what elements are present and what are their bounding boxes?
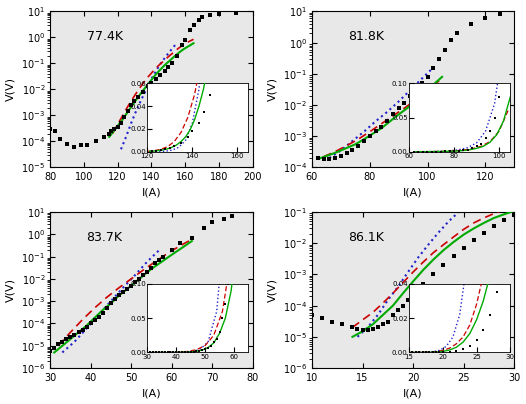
Text: 81.8K: 81.8K	[348, 30, 385, 43]
Y-axis label: V(V): V(V)	[267, 278, 277, 302]
Text: 86.1K: 86.1K	[348, 231, 385, 244]
Y-axis label: V(V): V(V)	[6, 78, 16, 101]
X-axis label: I(A): I(A)	[141, 388, 161, 398]
Y-axis label: V(V): V(V)	[267, 78, 277, 101]
Text: 83.7K: 83.7K	[87, 231, 123, 244]
X-axis label: I(A): I(A)	[141, 188, 161, 198]
Text: 77.4K: 77.4K	[87, 30, 123, 43]
Y-axis label: V(V): V(V)	[6, 278, 16, 302]
X-axis label: I(A): I(A)	[403, 188, 423, 198]
X-axis label: I(A): I(A)	[403, 388, 423, 398]
